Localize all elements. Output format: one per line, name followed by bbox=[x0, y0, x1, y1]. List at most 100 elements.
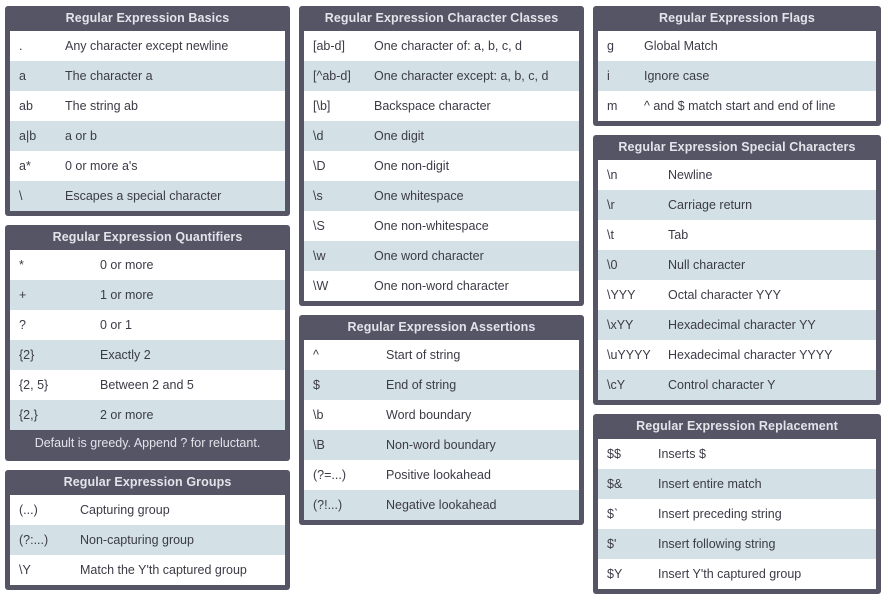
panel-title: Regular Expression Flags bbox=[659, 11, 815, 25]
table-row: [ab-d] One character of: a, b, c, d bbox=[304, 31, 579, 61]
row-token: $` bbox=[607, 507, 619, 521]
row-description: Global Match bbox=[644, 39, 718, 53]
table-row: \B Non-word boundary bbox=[304, 430, 579, 460]
row-description: Negative lookahead bbox=[386, 498, 497, 512]
table-row: ab The string ab bbox=[10, 91, 285, 121]
row-token: \B bbox=[313, 438, 325, 452]
row-token: \t bbox=[607, 228, 614, 242]
row-token: ^ bbox=[313, 348, 319, 362]
row-description: Inserts $ bbox=[658, 447, 706, 461]
table-row: \0 Null character bbox=[598, 250, 876, 280]
row-description: Match the Y'th captured group bbox=[80, 563, 247, 577]
row-token: (?!...) bbox=[313, 498, 343, 512]
table-row: [^ab-d] One character except: a, b, c, d bbox=[304, 61, 579, 91]
table-row: \uYYYY Hexadecimal character YYYY bbox=[598, 340, 876, 370]
row-token: {2} bbox=[19, 348, 35, 362]
panel-regular-expression-flags: Regular Expression Flags g Global Match i Ig… bbox=[593, 6, 881, 126]
table-row: \w One word character bbox=[304, 241, 579, 271]
row-token: \S bbox=[313, 219, 325, 233]
panel-regular-expression-groups: Regular Expression Groups (...) Capturing … bbox=[5, 470, 290, 590]
row-token: $& bbox=[607, 477, 623, 491]
row-token: $ bbox=[313, 378, 320, 392]
row-token: \YYY bbox=[607, 288, 636, 302]
row-token: i bbox=[607, 69, 610, 83]
panel-regular-expression-assertions: Regular Expression Assertions ^ Start of s… bbox=[299, 315, 584, 525]
table-row: (?:...) Non-capturing group bbox=[10, 525, 285, 555]
row-token: \D bbox=[313, 159, 326, 173]
row-description: 0 or more bbox=[100, 258, 154, 272]
panel-title: Regular Expression Character Classes bbox=[324, 11, 559, 25]
table-row: \xYY Hexadecimal character YY bbox=[598, 310, 876, 340]
table-row: $$ Inserts $ bbox=[598, 439, 876, 469]
table-row: {2, 5} Between 2 and 5 bbox=[10, 370, 285, 400]
table-row: \t Tab bbox=[598, 220, 876, 250]
row-token: + bbox=[19, 288, 27, 302]
row-token: \b bbox=[313, 408, 324, 422]
panel-title: Regular Expression Basics bbox=[65, 11, 230, 25]
row-token: \r bbox=[607, 198, 615, 212]
row-description: Newline bbox=[668, 168, 713, 182]
row-description: Tab bbox=[668, 228, 689, 242]
row-description: 0 or more a's bbox=[65, 159, 138, 173]
row-token: [\b] bbox=[313, 99, 331, 113]
row-description: Control character Y bbox=[668, 378, 776, 392]
panel-title: Regular Expression Quantifiers bbox=[52, 230, 243, 244]
panel-title: Regular Expression Assertions bbox=[347, 320, 536, 334]
panel-title: Regular Expression Replacement bbox=[636, 419, 838, 433]
panel-body: $$ Inserts $ $& Insert entire match $` Insert… bbox=[598, 439, 876, 589]
row-description: Positive lookahead bbox=[386, 468, 491, 482]
panel-body: (...) Capturing group (?:...) Non-capturing… bbox=[10, 495, 285, 585]
row-description: Backspace character bbox=[374, 99, 491, 113]
row-description: Start of string bbox=[386, 348, 461, 362]
row-token: $$ bbox=[607, 447, 621, 461]
table-row: $' Insert following string bbox=[598, 529, 876, 559]
row-description: One digit bbox=[374, 129, 425, 143]
row-description: Capturing group bbox=[80, 503, 170, 517]
table-row: \b Word boundary bbox=[304, 400, 579, 430]
row-description: Non-capturing group bbox=[80, 533, 194, 547]
row-description: Insert entire match bbox=[658, 477, 762, 491]
row-token: (?:...) bbox=[19, 533, 49, 547]
table-row: a|b a or b bbox=[10, 121, 285, 151]
row-token: [ab-d] bbox=[313, 39, 345, 53]
row-description: Octal character YYY bbox=[668, 288, 782, 302]
row-token: (...) bbox=[19, 503, 38, 517]
row-description: Insert Y'th captured group bbox=[658, 567, 802, 581]
row-token: \s bbox=[313, 189, 323, 203]
row-token: g bbox=[607, 39, 614, 53]
panel-regular-expression-basics: Regular Expression Basics . Any character … bbox=[5, 6, 290, 216]
panel-body: . Any character except newline a The charac… bbox=[10, 31, 285, 211]
panel-body: [ab-d] One character of: a, b, c, d [^ab-d… bbox=[304, 31, 579, 301]
row-description: Escapes a special character bbox=[65, 189, 222, 203]
panel-regular-expression-character-classes: Regular Expression Character Classes [ab-… bbox=[299, 6, 584, 306]
row-token: a* bbox=[19, 159, 31, 173]
table-row: i Ignore case bbox=[598, 61, 876, 91]
table-row: a* 0 or more a's bbox=[10, 151, 285, 181]
table-row: $` Insert preceding string bbox=[598, 499, 876, 529]
table-row: {2,} 2 or more bbox=[10, 400, 285, 430]
row-token: $Y bbox=[607, 567, 623, 581]
row-token: ab bbox=[19, 99, 33, 113]
row-description: One character except: a, b, c, d bbox=[374, 69, 549, 83]
panel-note: Default is greedy. Append ? for reluctan… bbox=[34, 436, 261, 450]
table-row: ? 0 or 1 bbox=[10, 310, 285, 340]
table-row: a The character a bbox=[10, 61, 285, 91]
row-description: Ignore case bbox=[644, 69, 710, 83]
row-description: One word character bbox=[374, 249, 484, 263]
table-row: (?=...) Positive lookahead bbox=[304, 460, 579, 490]
row-token: \ bbox=[19, 189, 23, 203]
row-description: Insert following string bbox=[658, 537, 776, 551]
table-row: \s One whitespace bbox=[304, 181, 579, 211]
row-token: * bbox=[19, 258, 24, 272]
row-token: (?=...) bbox=[313, 468, 346, 482]
table-row: \d One digit bbox=[304, 121, 579, 151]
table-row: \r Carriage return bbox=[598, 190, 876, 220]
row-token: a|b bbox=[19, 129, 37, 143]
row-description: Exactly 2 bbox=[100, 348, 151, 362]
table-row: \cY Control character Y bbox=[598, 370, 876, 400]
row-token: \d bbox=[313, 129, 324, 143]
panel-body: ^ Start of string $ End of string \b Word bou… bbox=[304, 340, 579, 520]
row-token: \uYYYY bbox=[607, 348, 651, 362]
row-token: a bbox=[19, 69, 26, 83]
